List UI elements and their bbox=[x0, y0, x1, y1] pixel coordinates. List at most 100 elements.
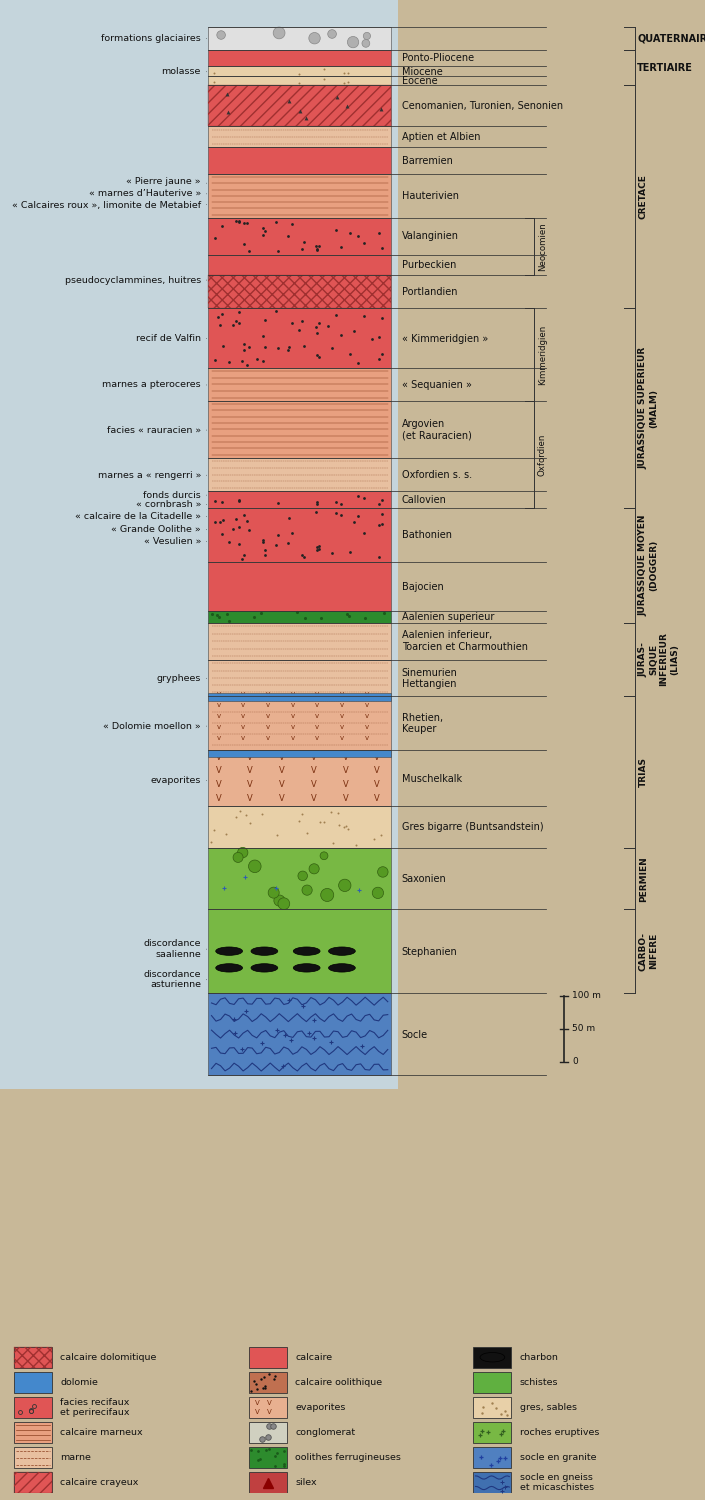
Point bbox=[255, 1368, 266, 1392]
Point bbox=[264, 1362, 275, 1386]
Point bbox=[291, 600, 302, 624]
Point bbox=[375, 824, 386, 848]
Point bbox=[214, 606, 225, 630]
Text: Oxfordien s. s.: Oxfordien s. s. bbox=[402, 470, 472, 480]
Point bbox=[272, 524, 283, 548]
Text: calcaire dolomitique: calcaire dolomitique bbox=[60, 1353, 157, 1362]
Bar bbox=[14, 1473, 52, 1494]
Point bbox=[361, 24, 372, 48]
Bar bbox=[474, 1372, 511, 1394]
Text: v: v bbox=[290, 712, 295, 718]
Point bbox=[271, 210, 282, 234]
Point bbox=[344, 220, 355, 245]
Ellipse shape bbox=[216, 963, 243, 972]
Point bbox=[240, 865, 251, 889]
Bar bbox=[249, 1448, 287, 1468]
Point bbox=[377, 859, 388, 883]
Bar bbox=[208, 126, 391, 147]
Point bbox=[235, 800, 246, 824]
Point bbox=[475, 1444, 486, 1468]
Point bbox=[240, 802, 251, 826]
Point bbox=[376, 503, 388, 526]
Text: dolomie: dolomie bbox=[60, 1378, 98, 1388]
Bar bbox=[208, 255, 391, 274]
Text: V: V bbox=[343, 795, 348, 804]
Point bbox=[264, 1437, 275, 1461]
Text: v: v bbox=[290, 723, 295, 729]
Point bbox=[208, 818, 219, 842]
Point bbox=[269, 1444, 281, 1468]
Text: v: v bbox=[364, 702, 369, 708]
Point bbox=[224, 609, 235, 633]
Point bbox=[238, 232, 250, 256]
Text: JURASSIQUE SUPERIEUR
(MALM): JURASSIQUE SUPERIEUR (MALM) bbox=[639, 346, 658, 470]
Point bbox=[259, 334, 271, 358]
Text: v: v bbox=[266, 723, 270, 729]
Text: QUATERNAIRE: QUATERNAIRE bbox=[637, 33, 705, 44]
Point bbox=[348, 320, 360, 344]
Text: Rhetien,
Keuper: Rhetien, Keuper bbox=[402, 712, 443, 735]
Point bbox=[271, 824, 283, 848]
Point bbox=[216, 522, 228, 546]
Text: v: v bbox=[290, 692, 295, 698]
Point bbox=[373, 346, 384, 370]
Text: marnes a pteroceres: marnes a pteroceres bbox=[102, 381, 207, 390]
Bar bbox=[208, 750, 391, 756]
Text: conglomerat: conglomerat bbox=[295, 1428, 355, 1437]
Point bbox=[485, 1452, 496, 1476]
Point bbox=[312, 490, 323, 514]
Point bbox=[257, 1426, 268, 1450]
Point bbox=[228, 518, 239, 542]
Text: « Dolomie moellon »: « Dolomie moellon » bbox=[104, 722, 207, 730]
Point bbox=[312, 321, 323, 345]
Point bbox=[310, 500, 321, 523]
Point bbox=[282, 531, 293, 555]
Text: V: V bbox=[216, 795, 221, 804]
Bar bbox=[208, 86, 391, 126]
Point bbox=[313, 537, 324, 561]
Point bbox=[294, 99, 305, 123]
Text: Valanginien: Valanginien bbox=[402, 231, 459, 242]
Text: evaporites: evaporites bbox=[151, 776, 207, 784]
Point bbox=[331, 219, 342, 243]
Text: V: V bbox=[343, 753, 348, 762]
Point bbox=[238, 543, 250, 567]
Bar bbox=[208, 51, 391, 66]
Point bbox=[359, 231, 370, 255]
Point bbox=[231, 507, 242, 531]
Bar bbox=[208, 909, 391, 993]
Point bbox=[302, 821, 313, 844]
Bar bbox=[14, 1347, 52, 1368]
Point bbox=[233, 532, 245, 556]
Text: calcaire: calcaire bbox=[295, 1353, 332, 1362]
Point bbox=[257, 216, 269, 240]
Point bbox=[231, 210, 242, 234]
Point bbox=[257, 324, 269, 348]
Text: V: V bbox=[343, 780, 348, 789]
Point bbox=[499, 1400, 510, 1423]
Point bbox=[497, 1470, 508, 1494]
Text: « Pierre jaune »: « Pierre jaune » bbox=[126, 177, 207, 186]
Text: V: V bbox=[255, 1400, 259, 1406]
Point bbox=[274, 888, 285, 912]
Point bbox=[231, 309, 242, 333]
Text: Bathonien: Bathonien bbox=[402, 530, 452, 540]
Bar bbox=[208, 509, 391, 561]
Point bbox=[348, 510, 360, 534]
Point bbox=[15, 1400, 26, 1423]
Point bbox=[314, 534, 325, 558]
Point bbox=[238, 503, 249, 526]
Point bbox=[221, 602, 233, 625]
Point bbox=[500, 1446, 511, 1470]
Point bbox=[271, 1440, 283, 1464]
Bar bbox=[208, 622, 391, 660]
Point bbox=[264, 1414, 275, 1438]
Point bbox=[233, 846, 244, 870]
Point bbox=[25, 1398, 37, 1422]
Point bbox=[256, 602, 267, 625]
Point bbox=[212, 603, 223, 627]
Bar bbox=[208, 274, 391, 308]
Bar bbox=[208, 660, 391, 696]
Text: v: v bbox=[241, 723, 245, 729]
Text: socle en gneiss
et micaschistes: socle en gneiss et micaschistes bbox=[520, 1473, 594, 1492]
